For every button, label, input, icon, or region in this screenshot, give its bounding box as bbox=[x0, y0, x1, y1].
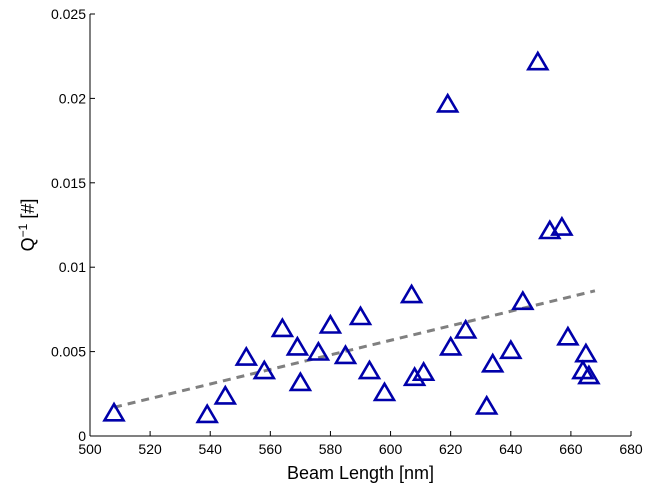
y-axis-title-superscript: −1 bbox=[16, 223, 30, 237]
data-point-triangle bbox=[499, 339, 523, 360]
x-tick-label: 560 bbox=[259, 441, 283, 457]
data-point-triangle bbox=[306, 340, 331, 361]
data-point-triangle bbox=[333, 344, 358, 365]
x-tick-label: 540 bbox=[199, 441, 223, 457]
y-tick-label: 0.015 bbox=[51, 175, 86, 191]
y-axis-title-unit: [#] bbox=[18, 199, 38, 224]
x-tick-label: 680 bbox=[619, 441, 643, 457]
data-point-triangle bbox=[348, 305, 373, 326]
data-point-triangle bbox=[556, 325, 580, 346]
data-point-triangle bbox=[474, 394, 499, 415]
x-tick-label: 660 bbox=[559, 441, 583, 457]
data-point-triangle bbox=[288, 371, 313, 392]
x-tick-label: 520 bbox=[138, 441, 162, 457]
data-point-triangle bbox=[318, 313, 343, 334]
plot-axes: 500 520 540 560 580 600 620 640 660 680 0 0.005 0.01… bbox=[51, 6, 643, 457]
data-point-triangle bbox=[453, 318, 478, 339]
data-point-triangle bbox=[285, 335, 310, 356]
trendline-layer bbox=[113, 289, 596, 409]
data-points bbox=[102, 50, 601, 424]
x-axis-title: Beam Length [nm] bbox=[287, 463, 434, 483]
y-tick-label: 0.01 bbox=[59, 259, 86, 275]
data-point-triangle bbox=[213, 384, 238, 405]
x-tick-label: 500 bbox=[78, 441, 102, 457]
data-point-triangle bbox=[438, 335, 463, 356]
y-tick-label: 0 bbox=[78, 428, 86, 444]
y-axis-title-base: Q bbox=[18, 237, 38, 251]
data-point-triangle bbox=[435, 92, 460, 113]
data-point-triangle bbox=[195, 403, 219, 424]
data-point-triangle bbox=[372, 381, 397, 402]
data-point-triangle bbox=[270, 317, 295, 338]
data-point-triangle bbox=[526, 50, 550, 71]
data-point-triangle bbox=[480, 352, 505, 373]
data-point-triangle bbox=[511, 290, 535, 311]
y-tick-label: 0.025 bbox=[51, 6, 86, 22]
x-tick-label: 640 bbox=[499, 441, 523, 457]
trendline bbox=[113, 289, 596, 409]
data-point-triangle bbox=[234, 345, 259, 366]
data-point-triangle bbox=[252, 359, 277, 380]
data-point-triangle bbox=[402, 366, 427, 387]
data-point-triangle bbox=[411, 360, 436, 382]
data-point-triangle bbox=[102, 401, 126, 422]
data-point-triangle bbox=[357, 359, 382, 380]
y-tick-label: 0.005 bbox=[51, 344, 86, 360]
x-tick-label: 600 bbox=[379, 441, 403, 457]
y-tick-label: 0.02 bbox=[59, 90, 86, 106]
data-point-triangle bbox=[577, 364, 601, 385]
data-point-triangle bbox=[574, 342, 598, 363]
data-point-triangle bbox=[399, 283, 424, 304]
x-tick-label: 580 bbox=[319, 441, 343, 457]
y-axis-title: Q−1 [#] bbox=[16, 199, 38, 252]
x-tick-label: 620 bbox=[439, 441, 463, 457]
data-point-triangle bbox=[550, 215, 574, 236]
